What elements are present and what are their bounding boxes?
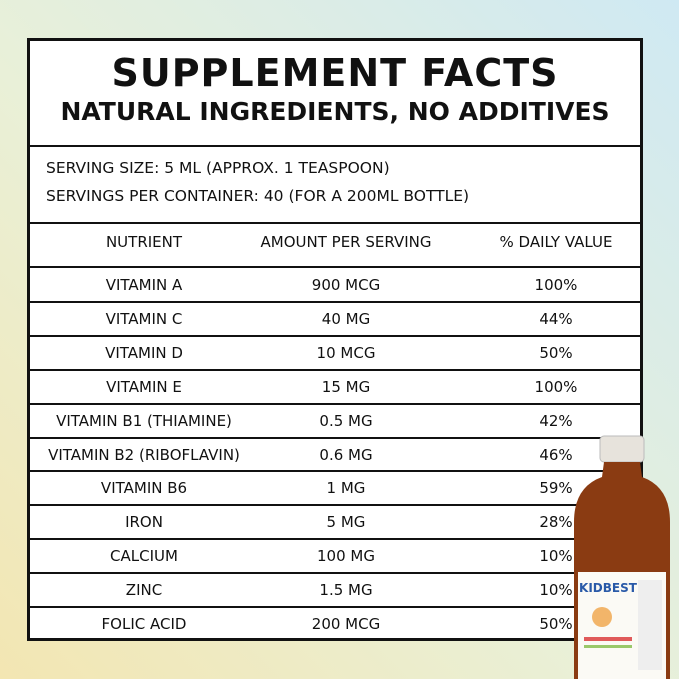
daily-value-cell: 50% (539, 343, 573, 362)
nutrient-cell: ZINC (125, 581, 163, 600)
bottle-cap (599, 435, 645, 463)
nutrient-cell: VITAMIN B1 (THIAMINE) (56, 411, 232, 430)
nutrient-cell: IRON (125, 513, 163, 532)
row-line (30, 504, 640, 507)
divider (30, 145, 640, 147)
row-line (30, 300, 640, 303)
row-line (30, 538, 640, 541)
daily-value-cell: 42% (539, 411, 573, 430)
serving-size: SERVING SIZE: 5 ML (APPROX. 1 TEASPOON) (46, 159, 390, 177)
facts-panel: SUPPLEMENT FACTS NATURAL INGREDIENTS, NO… (27, 38, 643, 641)
divider (30, 222, 640, 224)
amount-cell: 1.5 MG (319, 581, 373, 600)
nutrient-cell: FOLIC ACID (101, 615, 187, 633)
amount-cell: 1 MG (326, 479, 366, 498)
nutrient-cell: VITAMIN B6 (100, 479, 188, 498)
row-line (30, 572, 640, 575)
label-stripe (584, 637, 632, 641)
product-bottle: KIDBEST (574, 435, 670, 679)
amount-cell: 900 MCG (311, 276, 381, 294)
daily-value-cell: 100% (534, 276, 578, 294)
column-header: NUTRIENT (105, 233, 183, 251)
daily-value-cell: 44% (539, 309, 573, 328)
daily-value-cell: 46% (539, 445, 573, 464)
row-line (30, 470, 640, 473)
label-side-panel (638, 580, 662, 670)
daily-value-cell: 59% (539, 479, 573, 498)
amount-cell: 5 MG (326, 513, 366, 532)
label-stripe (584, 645, 632, 648)
nutrient-cell: VITAMIN B2 (RIBOFLAVIN) (48, 445, 240, 464)
daily-value-cell: 50% (539, 615, 573, 633)
amount-cell: 10 MCG (316, 343, 376, 362)
servings-per-container: SERVINGS PER CONTAINER: 40 (FOR A 200ML … (46, 187, 470, 205)
amount-cell: 200 MCG (311, 615, 381, 633)
daily-value-cell: 100% (534, 377, 578, 396)
daily-value-cell: 28% (539, 513, 573, 532)
row-line (30, 266, 640, 268)
amount-cell: 0.5 MG (319, 411, 373, 430)
column-header: AMOUNT PER SERVING (260, 233, 432, 251)
row-line (30, 436, 640, 439)
row-line (30, 606, 640, 608)
nutrient-cell: VITAMIN A (105, 276, 183, 294)
row-line (30, 334, 640, 337)
row-line (30, 368, 640, 371)
label-figure (592, 607, 612, 627)
title: SUPPLEMENT FACTS (111, 51, 559, 95)
amount-cell: 40 MG (321, 309, 371, 328)
daily-value-cell: 10% (539, 581, 573, 600)
nutrient-cell: VITAMIN E (106, 377, 182, 396)
subtitle: NATURAL INGREDIENTS, NO ADDITIVES (60, 97, 610, 126)
amount-cell: 0.6 MG (319, 445, 373, 464)
amount-cell: 100 MG (317, 547, 375, 566)
nutrient-cell: VITAMIN C (105, 309, 183, 328)
nutrient-cell: VITAMIN D (105, 343, 183, 362)
column-header: % DAILY VALUE (499, 233, 613, 251)
product-name: KIDBEST (579, 581, 638, 595)
amount-cell: 15 MG (321, 377, 371, 396)
row-line (30, 402, 640, 405)
nutrient-cell: CALCIUM (110, 547, 178, 566)
daily-value-cell: 10% (539, 547, 573, 566)
